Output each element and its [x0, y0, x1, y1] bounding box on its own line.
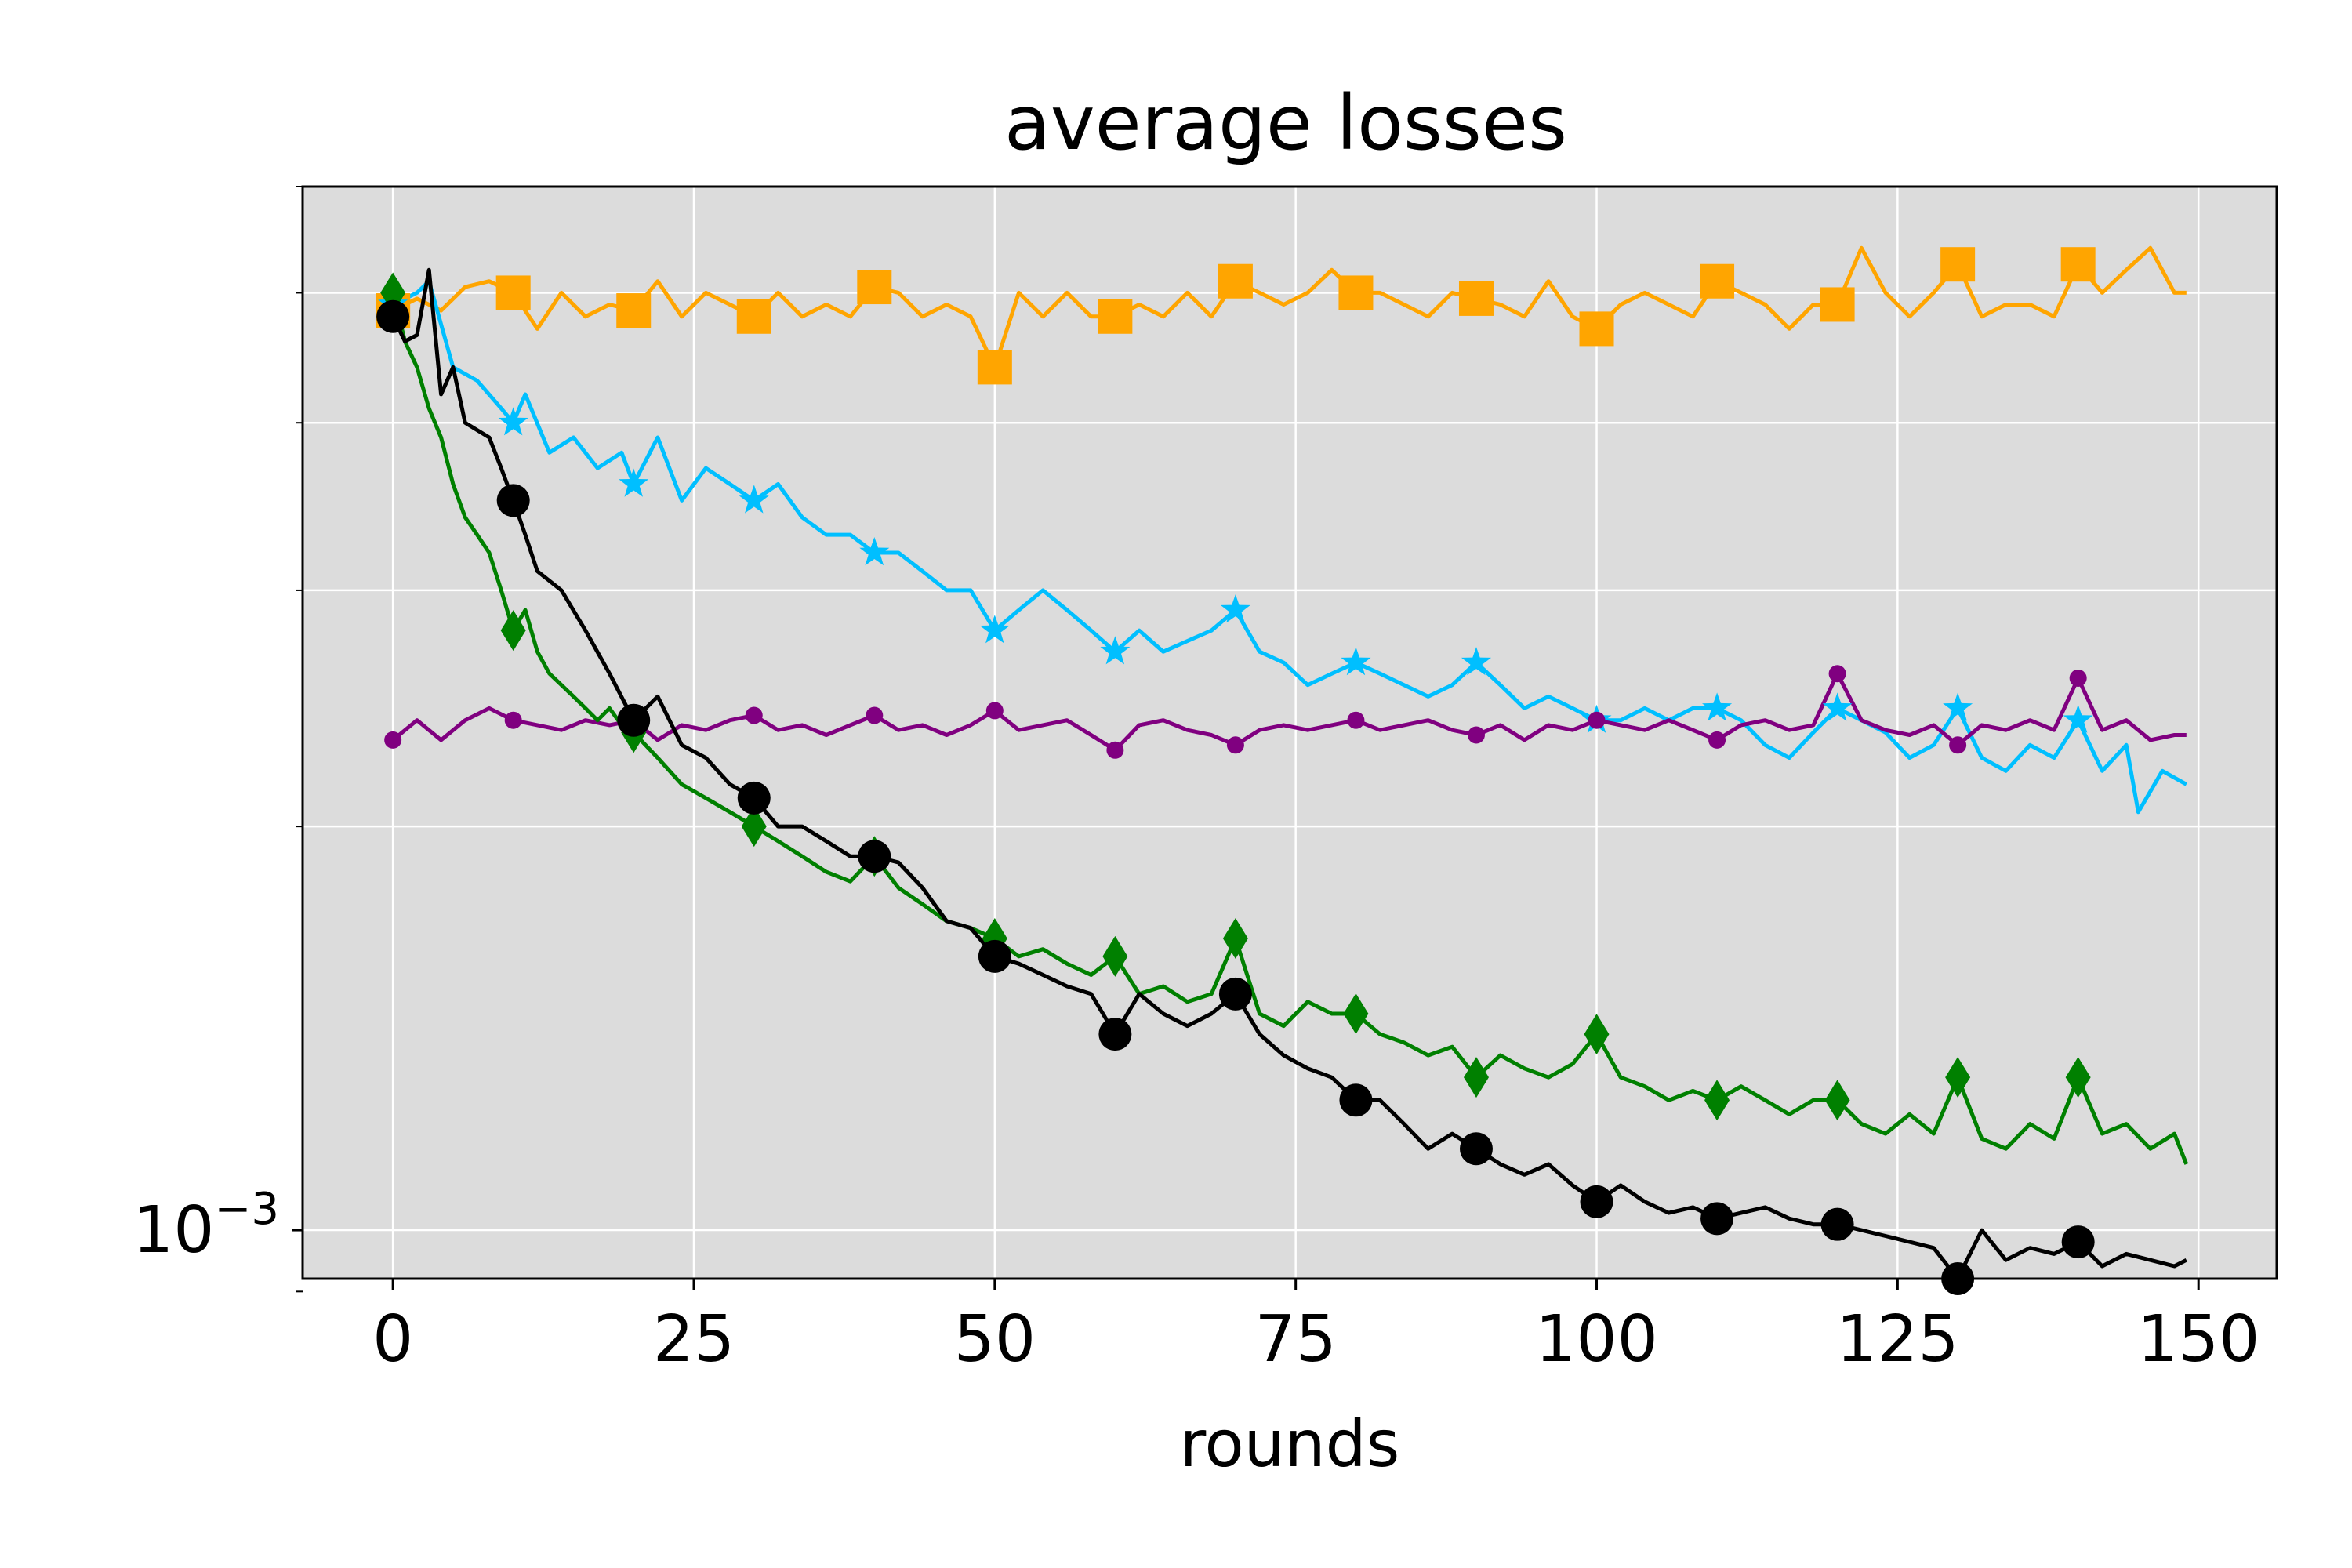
- data-point: [2061, 1225, 2095, 1259]
- data-point: [496, 484, 530, 517]
- data-point: [1222, 918, 1248, 960]
- data-point: [858, 840, 891, 873]
- data-point: [859, 537, 890, 566]
- data-point: [1945, 1057, 1971, 1098]
- data-point: [2065, 1057, 2091, 1098]
- data-point: [1828, 665, 1846, 683]
- data-point: [495, 275, 531, 310]
- data-point: [1708, 731, 1726, 749]
- x-axis-label: rounds: [1180, 1407, 1400, 1482]
- data-point: [1218, 263, 1253, 299]
- data-point: [1459, 1132, 1493, 1166]
- x-tick-label: 100: [1535, 1302, 1658, 1377]
- data-point: [1940, 247, 1976, 282]
- data-point: [1226, 736, 1244, 754]
- chart-title: average losses: [1004, 79, 1567, 167]
- data-point: [1820, 287, 1855, 322]
- data-point: [739, 485, 769, 514]
- data-point: [1579, 311, 1614, 347]
- data-point: [504, 711, 522, 729]
- data-point: [384, 731, 402, 749]
- data-point: [978, 939, 1011, 973]
- data-point: [977, 350, 1012, 385]
- data-point: [741, 806, 767, 848]
- data-point: [1588, 711, 1606, 729]
- data-point: [1338, 275, 1374, 310]
- data-point: [1339, 1083, 1373, 1117]
- data-point: [866, 706, 884, 724]
- data-point: [376, 299, 410, 333]
- data-point: [737, 781, 771, 815]
- plot-frame: [301, 185, 2278, 1280]
- data-point: [1100, 636, 1131, 665]
- data-point: [857, 270, 892, 305]
- data-point: [1098, 299, 1133, 334]
- data-point: [1458, 281, 1494, 316]
- data-point: [1461, 647, 1491, 676]
- x-tick-label: 25: [653, 1302, 735, 1377]
- data-point: [616, 293, 652, 328]
- data-point: [617, 703, 651, 737]
- y-axis: 10−3: [132, 186, 303, 1293]
- data-point: [1347, 711, 1365, 729]
- data-point: [500, 610, 526, 652]
- data-point: [1343, 993, 1369, 1035]
- data-point: [1822, 692, 1853, 721]
- data-point: [1220, 594, 1250, 623]
- data-point: [1824, 1080, 1850, 1121]
- data-point: [1702, 692, 1733, 721]
- series-line: [390, 292, 2189, 1165]
- data-point: [1700, 263, 1735, 299]
- x-tick-label: 75: [1255, 1302, 1337, 1377]
- data-point: [1467, 726, 1485, 744]
- data-point: [1341, 647, 1371, 676]
- data-point: [1820, 1207, 1854, 1241]
- series-line: [391, 671, 2187, 753]
- data-point: [1102, 935, 1128, 977]
- data-point: [1106, 741, 1124, 759]
- data-point: [1700, 1202, 1734, 1236]
- x-axis: 0 25 50 75 100 125 150: [372, 1279, 2259, 1377]
- data-point: [498, 407, 528, 436]
- x-tick-label: 50: [954, 1302, 1036, 1377]
- plot-area: [303, 187, 2277, 1279]
- data-point: [1949, 736, 1967, 754]
- data-point: [619, 468, 649, 497]
- data-point: [985, 702, 1004, 720]
- y-tick-label: 10−3: [132, 1184, 279, 1268]
- data-point: [1218, 977, 1252, 1011]
- x-tick-label: 125: [1836, 1302, 1959, 1377]
- data-point: [2060, 247, 2096, 282]
- x-tick-label: 150: [2137, 1302, 2260, 1377]
- series-line: [392, 245, 2187, 369]
- x-tick-label: 0: [372, 1302, 413, 1377]
- data-point: [736, 299, 771, 334]
- data-point: [745, 706, 763, 724]
- data-point: [1584, 1014, 1610, 1055]
- series-markers: [376, 247, 2096, 1295]
- series-line: [392, 279, 2188, 815]
- data-point: [2069, 669, 2087, 687]
- data-point: [1943, 692, 1973, 721]
- data-point: [1463, 1057, 1489, 1098]
- data-point: [2063, 704, 2093, 733]
- data-point: [1704, 1080, 1730, 1121]
- data-point: [979, 615, 1010, 644]
- data-point: [1098, 1018, 1132, 1051]
- data-point: [1580, 1185, 1613, 1218]
